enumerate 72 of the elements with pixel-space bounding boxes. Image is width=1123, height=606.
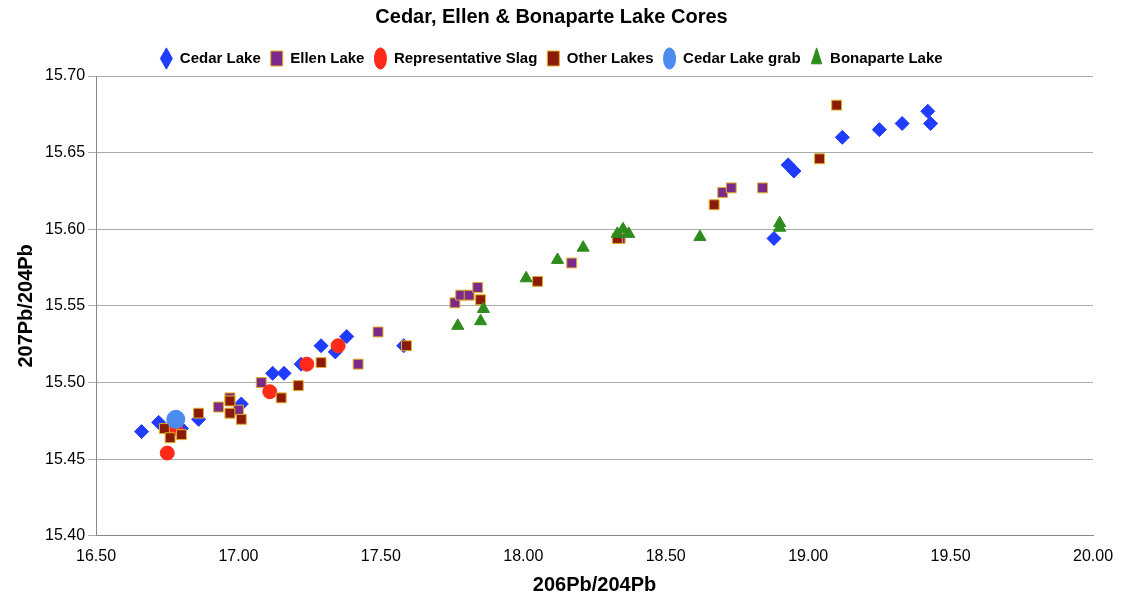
point (920, 103, 936, 119)
y-tick-label: 15.55 (44, 296, 86, 314)
point (550, 252, 565, 264)
point (164, 432, 176, 444)
point (451, 318, 465, 330)
point (576, 240, 590, 252)
point (871, 122, 887, 138)
legend-label: Other Lakes (566, 48, 654, 66)
point (224, 407, 236, 419)
x-tick-label: 16.50 (76, 546, 117, 564)
point (339, 329, 355, 345)
legend-label: Ellen Lake (290, 48, 365, 66)
point (814, 153, 825, 165)
point (265, 365, 281, 381)
point (894, 116, 910, 132)
point (773, 215, 787, 228)
point (622, 226, 636, 238)
point (176, 429, 187, 441)
point (725, 182, 737, 194)
point (472, 282, 484, 293)
x-tick-label: 18.50 (645, 546, 686, 564)
point (923, 116, 939, 132)
point (474, 313, 488, 326)
x-tick-label: 19.50 (930, 546, 971, 564)
point (276, 365, 292, 381)
point (213, 401, 224, 413)
chart-title: Cedar, Ellen & Bonaparte Lake Cores (375, 4, 728, 27)
point (831, 99, 843, 111)
point (693, 229, 707, 241)
y-tick-label: 15.60 (44, 219, 86, 237)
point (275, 392, 287, 404)
y-axis-title: 207Pb/204Pb (13, 244, 36, 368)
x-tick-label: 20.00 (1072, 546, 1114, 564)
point (519, 270, 533, 283)
point (255, 377, 267, 388)
point (708, 199, 720, 211)
x-tick-label: 17.00 (218, 546, 259, 564)
y-tick-label: 15.65 (44, 143, 86, 161)
point (766, 230, 782, 246)
point (299, 356, 315, 372)
point (757, 182, 769, 194)
legend-label: Cedar Lake grab (683, 48, 801, 66)
point (566, 257, 578, 269)
point (476, 301, 490, 313)
point (834, 129, 850, 145)
x-tick-label: 17.50 (360, 546, 401, 564)
point (315, 357, 327, 369)
point (159, 445, 175, 461)
point (134, 424, 150, 440)
point (352, 358, 364, 370)
y-tick-label: 15.70 (44, 66, 86, 84)
point (330, 338, 346, 354)
y-tick-label: 15.50 (44, 372, 86, 390)
point (292, 380, 304, 392)
point (532, 275, 543, 287)
x-tick-label: 19.00 (788, 546, 829, 564)
point (166, 409, 186, 429)
x-axis-title: 206Pb/204Pb (532, 572, 657, 595)
legend-label: Representative Slag (393, 48, 538, 66)
point (463, 289, 475, 301)
x-tick-label: 18.00 (503, 546, 544, 564)
point (313, 338, 329, 354)
point (372, 326, 384, 338)
y-tick-label: 15.45 (44, 449, 86, 467)
point (786, 163, 802, 179)
legend-label: Bonaparte Lake (830, 48, 943, 66)
point (235, 413, 247, 425)
point (193, 407, 205, 419)
legend-label: Cedar Lake (179, 48, 261, 66)
y-tick-label: 15.40 (44, 526, 86, 544)
point (401, 340, 412, 352)
point (262, 384, 278, 400)
